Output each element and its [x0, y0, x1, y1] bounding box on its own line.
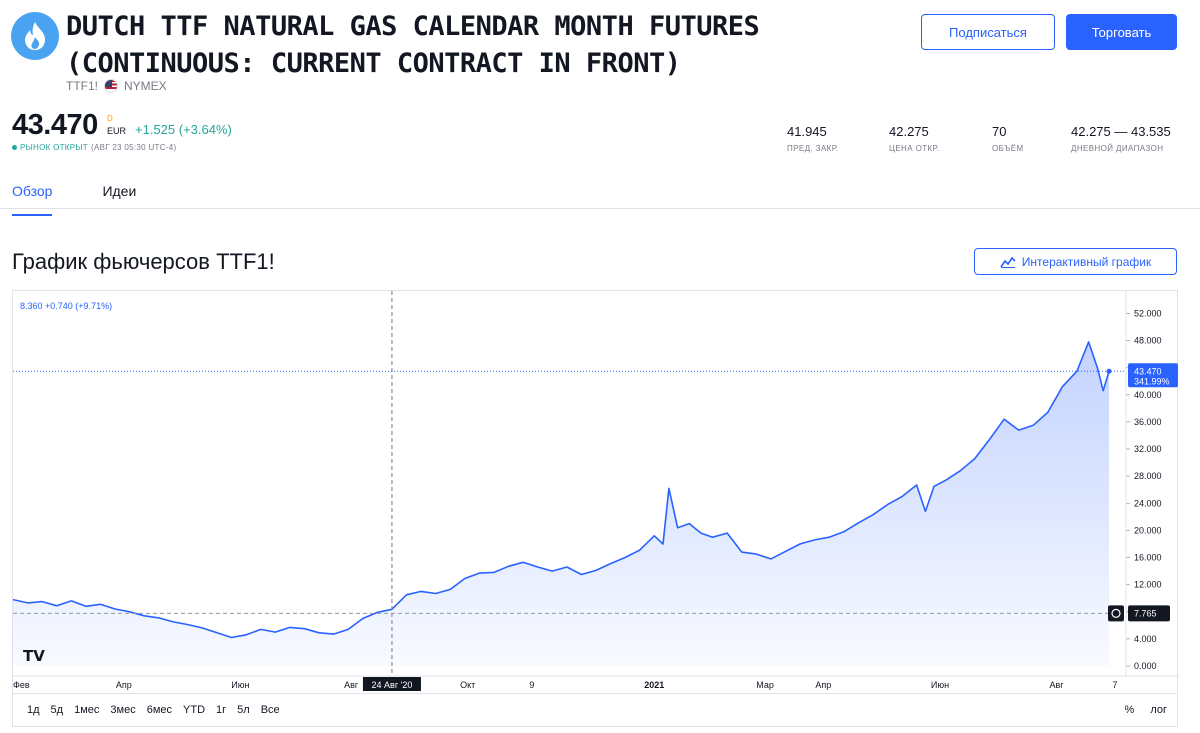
page-title: DUTCH TTF NATURAL GAS CALENDAR MONTH FUT… — [66, 11, 760, 79]
x-tick-label: Мар — [756, 680, 774, 690]
y-tick-label: 20.000 — [1134, 525, 1162, 535]
last-price-box — [1128, 363, 1178, 388]
range-all[interactable]: Все — [260, 704, 280, 716]
chart-section-title: График фьючерсов TTF1! — [12, 249, 275, 274]
interactive-chart-button[interactable]: Интерактивный график — [974, 248, 1177, 275]
y-tick-label: 36.000 — [1134, 417, 1162, 427]
us-flag-icon — [104, 79, 118, 93]
stat-volume: 70 ОБЪЁМ — [992, 124, 1024, 153]
market-status: РЫНОК ОТКРЫТ (АВГ 23 05:30 UTC-4) — [12, 143, 176, 152]
last-price: 43.470 — [12, 109, 98, 141]
range-ytd[interactable]: YTD — [183, 704, 206, 716]
exchange-name: NYMEX — [124, 79, 167, 93]
range-6m[interactable]: 6мес — [146, 704, 173, 716]
market-time: (АВГ 23 05:30 UTC-4) — [90, 143, 177, 152]
last-price-dot — [1106, 368, 1112, 374]
stat-value: 42.275 — 43.535 — [1071, 124, 1171, 139]
y-tick-label: 40.000 — [1134, 390, 1162, 400]
stat-value: 42.275 — [889, 124, 929, 139]
symbol-ticker: TTF1! — [66, 79, 98, 93]
range-1m[interactable]: 1мес — [74, 704, 100, 716]
log-scale-button[interactable]: лог — [1150, 704, 1167, 716]
x-tick-label: Июн — [931, 680, 949, 690]
baseline-label: 7.765 — [1134, 608, 1157, 618]
y-tick-label: 24.000 — [1134, 498, 1162, 508]
stat-open: 42.275 ЦЕНА ОТКР. — [889, 124, 939, 153]
range-3m[interactable]: 3мес — [110, 704, 136, 716]
range-1d[interactable]: 1д — [27, 704, 40, 716]
price-chart[interactable]: 0.0004.0008.00012.00016.00020.00024.0002… — [12, 290, 1179, 693]
market-open-dot-icon — [12, 145, 17, 150]
currency-marker: D — [107, 114, 113, 123]
product-logo — [11, 12, 59, 60]
crosshair-date-label: 24 Авг '20 — [372, 680, 413, 690]
currency-label: EUR — [107, 126, 127, 136]
stat-prev-close: 41.945 ПРЕД. ЗАКР. — [787, 124, 839, 153]
tabs-divider — [0, 208, 1200, 209]
range-selector: 1д 5д 1мес 3мес 6мес YTD 1г 5л Все % лог — [12, 693, 1178, 727]
x-tick-label: Апр — [116, 680, 132, 690]
last-price-label: 43.470 — [1134, 366, 1162, 376]
y-tick-label: 48.000 — [1134, 336, 1162, 346]
price-change: +1.525 (+3.64%) — [135, 122, 232, 137]
x-tick-label: Июн — [231, 680, 249, 690]
range-5y[interactable]: 5л — [237, 704, 250, 716]
tab-ideas[interactable]: Идеи — [102, 183, 137, 199]
crosshair-date-box — [362, 677, 421, 691]
x-tick-label: Авг — [1050, 680, 1065, 690]
y-tick-label: 52.000 — [1134, 308, 1162, 318]
y-tick-label: 16.000 — [1134, 553, 1162, 563]
scale-toggles: % лог — [1125, 694, 1177, 726]
baseline-box — [1128, 605, 1170, 622]
chart-line-icon — [1000, 256, 1016, 268]
x-tick-label: Окт — [460, 680, 475, 690]
y-tick-label: 32.000 — [1134, 444, 1162, 454]
stat-label: ЦЕНА ОТКР. — [889, 144, 940, 153]
x-tick-label: 9 — [529, 680, 534, 690]
stat-value: 41.945 — [787, 124, 827, 139]
x-tick-label: 7 — [1112, 680, 1117, 690]
trade-button[interactable]: Торговать — [1066, 14, 1177, 50]
price-area-fill — [13, 341, 1109, 666]
price-chart-svg: 0.0004.0008.00012.00016.00020.00024.0002… — [13, 291, 1179, 691]
x-tick-label: Апр — [815, 680, 831, 690]
stat-label: ОБЪЁМ — [992, 144, 1024, 153]
section-tabs: Обзор Идеи — [12, 183, 136, 216]
stat-label: ПРЕД. ЗАКР. — [787, 144, 839, 153]
x-tick-label: Фев — [13, 680, 30, 690]
flame-icon — [24, 22, 46, 50]
symbol-line: TTF1! NYMEX — [66, 79, 167, 93]
range-5d[interactable]: 5д — [50, 704, 64, 716]
market-status-text: РЫНОК ОТКРЫТ — [20, 143, 88, 152]
interactive-chart-label: Интерактивный график — [1021, 254, 1152, 269]
alert-icon — [1108, 605, 1124, 622]
y-tick-label: 4.000 — [1134, 634, 1157, 644]
y-tick-label: 0.000 — [1134, 661, 1157, 671]
stat-label: ДНЕВНОЙ ДИАПАЗОН — [1071, 144, 1164, 153]
y-tick-label: 12.000 — [1134, 580, 1162, 590]
x-tick-label: Авг — [344, 680, 359, 690]
subscribe-button[interactable]: Подписаться — [921, 14, 1055, 50]
last-price-pct-label: 341.99% — [1134, 376, 1170, 386]
x-tick-label: 2021 — [644, 680, 664, 690]
range-1y[interactable]: 1г — [216, 704, 227, 716]
y-tick-label: 28.000 — [1134, 471, 1162, 481]
percent-scale-button[interactable]: % — [1124, 704, 1135, 716]
price-line — [13, 341, 1110, 639]
alert-clock-icon — [1111, 608, 1121, 618]
stat-day-range: 42.275 — 43.535 ДНЕВНОЙ ДИАПАЗОН — [1071, 124, 1171, 153]
stat-value: 70 — [992, 124, 1007, 139]
tradingview-logo-icon: TV — [23, 647, 45, 665]
tab-overview[interactable]: Обзор — [12, 183, 53, 216]
crosshair-readout: 8.360 +0.740 (+9.71%) — [20, 301, 112, 311]
